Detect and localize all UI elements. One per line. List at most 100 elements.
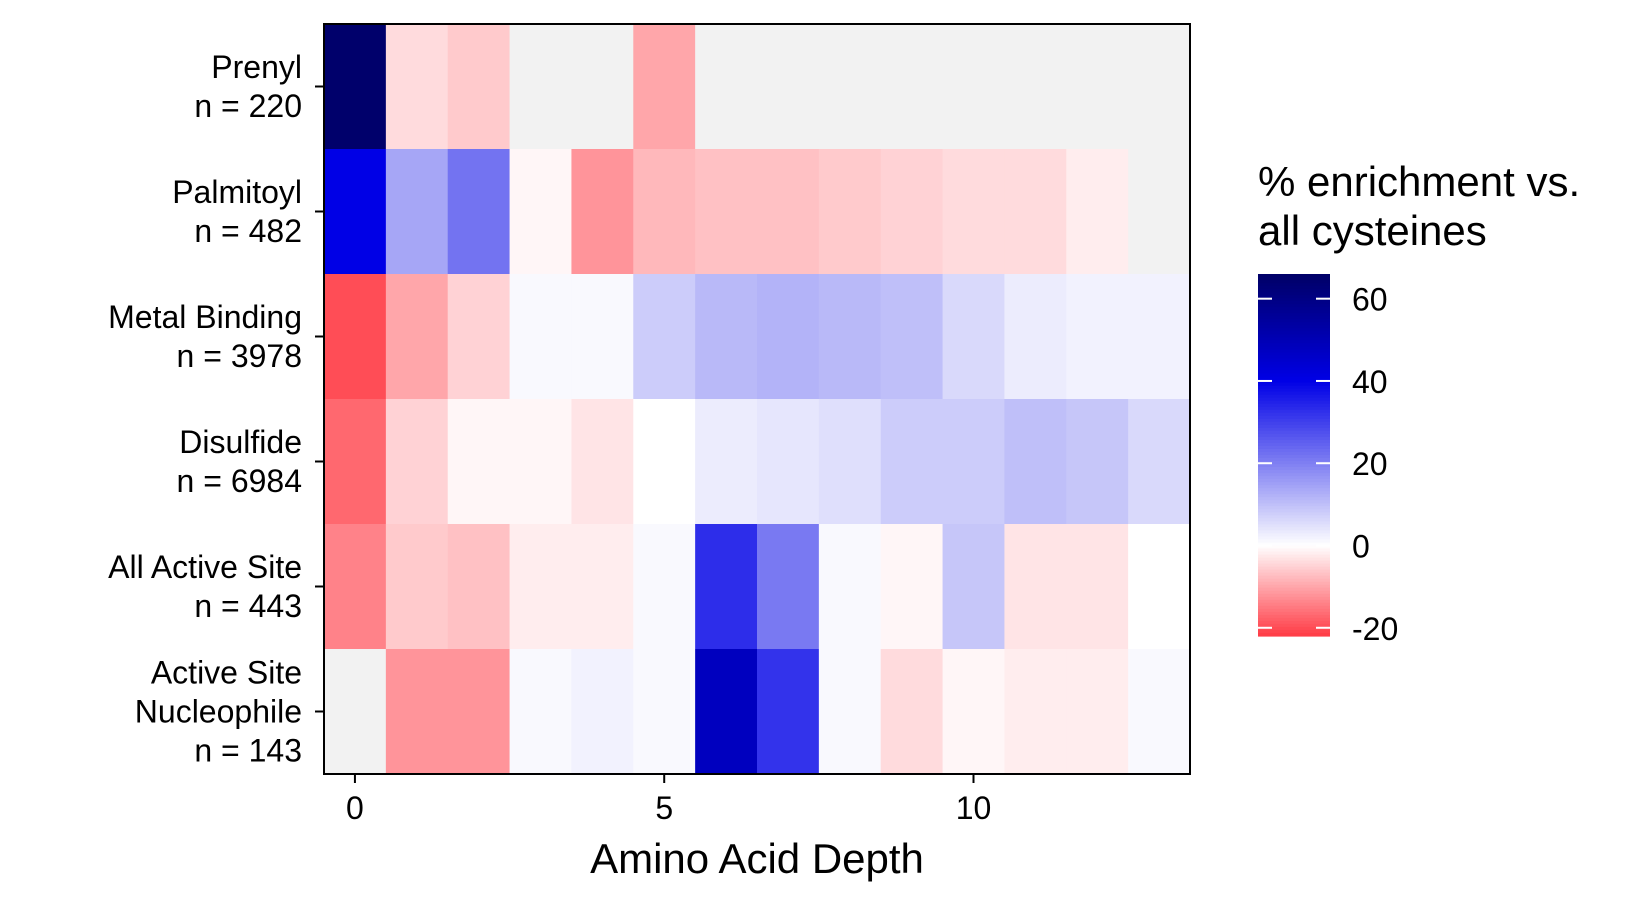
heatmap-cell: [324, 149, 387, 275]
legend-gradient-step: [1258, 626, 1330, 631]
legend-gradient-step: [1258, 569, 1330, 574]
legend-tick-label: -20: [1352, 611, 1398, 647]
legend-gradient-step: [1258, 596, 1330, 601]
legend-gradient-step: [1258, 623, 1330, 628]
heatmap-cell: [818, 399, 882, 525]
legend-gradient-step: [1258, 388, 1330, 393]
legend-gradient-step: [1258, 394, 1330, 399]
legend-gradient-step: [1258, 464, 1330, 468]
heatmap-cell: [509, 149, 573, 275]
y-tick-label: n = 143: [194, 733, 302, 769]
heatmap-cell: [1066, 524, 1129, 650]
legend-gradient-step: [1258, 461, 1330, 465]
legend-gradient-step: [1258, 533, 1330, 538]
legend-gradient-step: [1258, 530, 1330, 535]
heatmap-cell: [942, 24, 1006, 150]
heatmap-cell: [1004, 274, 1067, 400]
heatmap-cell: [1066, 274, 1129, 400]
heatmap-cell: [447, 149, 511, 275]
heatmap-cell: [509, 24, 573, 150]
legend-gradient-step: [1258, 379, 1330, 384]
legend-gradient-step: [1258, 485, 1330, 489]
heatmap-cell: [447, 274, 511, 400]
heatmap-cell: [385, 149, 449, 275]
legend-gradient-step: [1258, 352, 1330, 357]
y-tick-label: Palmitoyl: [172, 174, 302, 210]
legend-gradient-step: [1258, 322, 1330, 326]
legend-gradient-step: [1258, 433, 1330, 438]
heatmap-cell: [1004, 24, 1067, 150]
heatmap-cell: [571, 149, 634, 275]
legend-gradient-step: [1258, 614, 1330, 619]
legend-gradient-step: [1258, 545, 1330, 550]
legend-gradient-step: [1258, 274, 1330, 278]
legend-gradient-step: [1258, 343, 1330, 347]
y-tick-label: n = 220: [194, 88, 302, 124]
y-tick-label: Active Site: [151, 655, 302, 691]
legend-gradient-step: [1258, 578, 1330, 583]
legend-gradient-step: [1258, 554, 1330, 559]
heatmap-cell: [1128, 649, 1191, 775]
heatmap-cell: [757, 399, 820, 525]
heatmap-cell: [880, 399, 944, 525]
legend-gradient-step: [1258, 298, 1330, 302]
legend-gradient-step: [1258, 518, 1330, 522]
heatmap-cell: [324, 649, 387, 775]
legend-gradient-step: [1258, 331, 1330, 335]
heatmap-cell: [695, 274, 758, 400]
legend-gradient-step: [1258, 337, 1330, 341]
legend-gradient-step: [1258, 476, 1330, 480]
legend-gradient-step: [1258, 310, 1330, 314]
heatmap-cell: [942, 524, 1006, 650]
legend-gradient-step: [1258, 566, 1330, 571]
legend-gradient-step: [1258, 575, 1330, 580]
heatmap-cell: [447, 24, 511, 150]
legend-gradient-step: [1258, 376, 1330, 381]
heatmap-cell: [695, 649, 758, 775]
legend-gradient-step: [1258, 563, 1330, 568]
legend-gradient-step: [1258, 451, 1330, 456]
heatmap-cell: [509, 399, 573, 525]
legend-gradient-step: [1258, 587, 1330, 592]
legend-gradient-step: [1258, 593, 1330, 598]
heatmap-cell: [757, 274, 820, 400]
heatmap-cell: [324, 274, 387, 400]
heatmap-cell: [1128, 274, 1191, 400]
heatmap-cell: [324, 524, 387, 650]
legend-gradient-step: [1258, 548, 1330, 553]
heatmap-cell: [1004, 399, 1067, 525]
y-tick-label: n = 3978: [177, 338, 302, 374]
legend-gradient-step: [1258, 349, 1330, 354]
heatmap-cell: [695, 524, 758, 650]
heatmap-cell: [818, 524, 882, 650]
heatmap-cell: [633, 149, 696, 275]
heatmap-cell: [942, 399, 1006, 525]
legend-gradient-step: [1258, 430, 1330, 435]
heatmap-cell: [818, 149, 882, 275]
legend-gradient-step: [1258, 325, 1330, 329]
heatmap-cell: [1128, 149, 1191, 275]
heatmap-cells: [324, 24, 1191, 775]
x-axis: 0 5 10: [346, 774, 991, 826]
legend-gradient-step: [1258, 608, 1330, 613]
heatmap-cell: [757, 24, 820, 150]
heatmap-cell: [571, 24, 634, 150]
legend-gradient-step: [1258, 542, 1330, 547]
legend-gradient-step: [1258, 494, 1330, 498]
legend-tick-label: 60: [1352, 282, 1388, 318]
heatmap-cell: [880, 24, 944, 150]
legend-gradient-step: [1258, 551, 1330, 556]
heatmap-cell: [509, 274, 573, 400]
heatmap-cell: [447, 399, 511, 525]
heatmap-cell: [385, 649, 449, 775]
heatmap-cell: [880, 149, 944, 275]
heatmap-cell: [633, 524, 696, 650]
legend-gradient-step: [1258, 629, 1330, 634]
heatmap-cell: [1066, 149, 1129, 275]
y-tick-label: n = 6984: [177, 463, 302, 499]
heatmap-cell: [571, 399, 634, 525]
legend-gradient-step: [1258, 424, 1330, 429]
legend-gradient-step: [1258, 500, 1330, 504]
legend-gradient-step: [1258, 509, 1330, 513]
legend-gradient-step: [1258, 445, 1330, 450]
